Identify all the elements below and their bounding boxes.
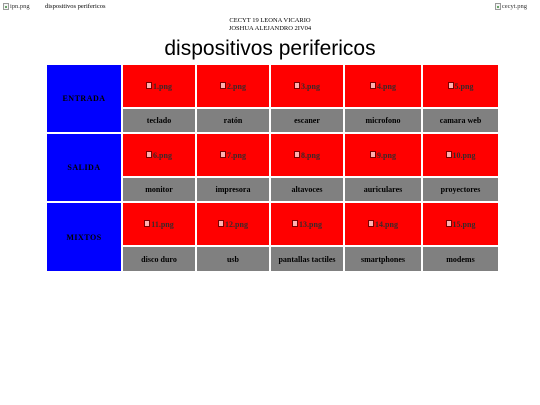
device-image-alt: 3.png bbox=[301, 82, 320, 91]
device-image-cell: 11.png bbox=[123, 203, 195, 245]
device-image-cell: 14.png bbox=[345, 203, 421, 245]
broken-image-icon bbox=[146, 151, 153, 158]
device-image-cell: 13.png bbox=[271, 203, 343, 245]
cecyt-logo-image: cecyt.png bbox=[494, 3, 527, 10]
category-salida: SALIDA bbox=[47, 134, 121, 201]
device-image-alt: 8.png bbox=[301, 151, 320, 160]
device-image-cell: 15.png bbox=[423, 203, 498, 245]
device-image-alt: 4.png bbox=[377, 82, 396, 91]
device-image-cell: 2.png bbox=[197, 65, 269, 107]
device-label: escaner bbox=[271, 109, 343, 132]
device-image-alt: 5.png bbox=[454, 82, 474, 91]
broken-image-icon bbox=[144, 220, 151, 227]
device-image-alt: 13.png bbox=[299, 220, 322, 229]
broken-image-icon bbox=[368, 220, 375, 227]
broken-image-icon bbox=[218, 220, 225, 227]
device-label: auriculares bbox=[345, 178, 421, 201]
device-image-cell: 3.png bbox=[271, 65, 343, 107]
device-image-alt: 10.png bbox=[452, 151, 476, 160]
broken-image-icon bbox=[294, 82, 301, 89]
device-image-alt: 7.png bbox=[227, 151, 246, 160]
device-image-alt: 2.png bbox=[227, 82, 246, 91]
device-image-alt: 14.png bbox=[375, 220, 398, 229]
device-image-alt: 11.png bbox=[151, 220, 174, 229]
device-label: smartphones bbox=[345, 247, 421, 271]
device-image-cell: 6.png bbox=[123, 134, 195, 176]
cecyt-logo-alt: cecyt.png bbox=[501, 3, 527, 10]
broken-image-icon bbox=[445, 220, 452, 227]
category-mixtos: MIXTOS bbox=[47, 203, 121, 271]
broken-image-icon bbox=[370, 82, 377, 89]
page-title: dispositivos perifericos bbox=[164, 37, 376, 60]
device-image-cell: 10.png bbox=[423, 134, 498, 176]
broken-image-icon bbox=[294, 151, 301, 158]
device-label: ratón bbox=[197, 109, 269, 132]
document-title-text: dispositivos perifericos bbox=[45, 3, 106, 10]
device-image-cell: 9.png bbox=[345, 134, 421, 176]
broken-image-icon bbox=[292, 220, 299, 227]
broken-image-icon bbox=[494, 3, 501, 10]
device-image-alt: 12.png bbox=[225, 220, 248, 229]
broken-image-icon bbox=[146, 82, 153, 89]
school-name: CECYT 19 LEONA VICARIO bbox=[229, 17, 311, 24]
ipn-logo-alt: ipn.png bbox=[10, 3, 30, 10]
device-image-alt: 1.png bbox=[153, 82, 172, 91]
broken-image-icon bbox=[445, 151, 452, 158]
broken-image-icon bbox=[220, 82, 227, 89]
broken-image-icon bbox=[220, 151, 227, 158]
student-name: JOSHUA ALEJANDRO 2IV04 bbox=[228, 25, 312, 32]
device-image-cell: 8.png bbox=[271, 134, 343, 176]
peripherals-table: ENTRADA 1.png 2.png 3.png 4.png 5.png te… bbox=[47, 65, 498, 271]
device-image-cell: 7.png bbox=[197, 134, 269, 176]
broken-image-icon bbox=[3, 3, 9, 10]
device-image-cell: 1.png bbox=[123, 65, 195, 107]
device-label: teclado bbox=[123, 109, 195, 132]
device-image-alt: 6.png bbox=[153, 151, 172, 160]
device-image-alt: 15.png bbox=[452, 220, 476, 229]
device-label: usb bbox=[197, 247, 269, 271]
ipn-logo-image: ipn.png bbox=[3, 3, 30, 10]
device-label: microfono bbox=[345, 109, 421, 132]
device-label: altavoces bbox=[271, 178, 343, 201]
device-image-cell: 12.png bbox=[197, 203, 269, 245]
device-label: monitor bbox=[123, 178, 195, 201]
device-label: proyectores bbox=[423, 178, 498, 201]
device-image-cell: 4.png bbox=[345, 65, 421, 107]
device-label: impresora bbox=[197, 178, 269, 201]
category-entrada: ENTRADA bbox=[47, 65, 121, 132]
device-label: modems bbox=[423, 247, 498, 271]
device-image-cell: 5.png bbox=[423, 65, 498, 107]
broken-image-icon bbox=[370, 151, 377, 158]
device-image-alt: 9.png bbox=[377, 151, 396, 160]
broken-image-icon bbox=[447, 82, 454, 89]
device-label: camara web bbox=[423, 109, 498, 132]
device-label: pantallas tactiles bbox=[271, 247, 343, 271]
device-label: disco duro bbox=[123, 247, 195, 271]
